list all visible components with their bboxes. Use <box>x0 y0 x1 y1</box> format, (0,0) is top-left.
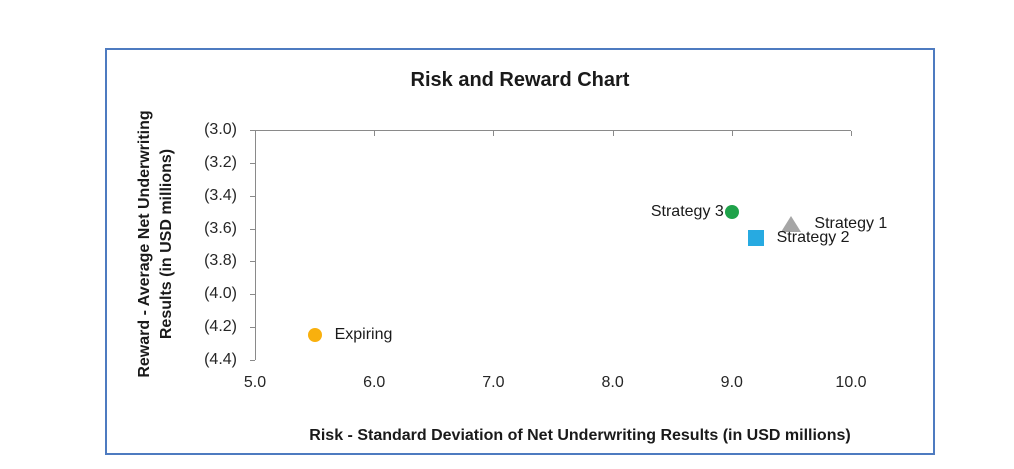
chart-frame: Risk and Reward Chart Reward - Average N… <box>105 48 935 455</box>
x-axis-tick-label: 8.0 <box>601 374 624 391</box>
x-axis-tick-label: 10.0 <box>835 374 867 391</box>
x-axis-tick-label: 7.0 <box>482 374 505 391</box>
y-axis-tick <box>250 294 255 296</box>
y-axis-tick-label: (4.2) <box>204 318 237 336</box>
x-axis-tick <box>255 131 256 136</box>
data-point-label: Expiring <box>334 326 393 344</box>
data-point-label: Strategy 3 <box>650 203 724 221</box>
y-axis-tick-label: (3.4) <box>204 186 237 204</box>
y-axis-tick <box>250 360 255 361</box>
x-axis-tick <box>493 131 495 136</box>
x-axis-title: Risk - Standard Deviation of Net Underwr… <box>309 427 851 444</box>
y-axis-tick-label: (4.4) <box>204 351 237 368</box>
data-point-circle-expiring <box>307 328 322 343</box>
x-axis-tick <box>851 131 852 136</box>
data-point-circle-strategy-3 <box>724 205 739 220</box>
data-point-triangle-strategy-1 <box>781 215 802 232</box>
data-point-label: Strategy 2 <box>776 229 850 247</box>
x-axis-tick-label: 9.0 <box>720 374 743 391</box>
y-axis-tick-label: (3.0) <box>204 121 237 138</box>
y-axis-line <box>255 130 256 360</box>
data-point-label: Strategy 1 <box>814 214 888 232</box>
x-axis-tick-label: 6.0 <box>363 374 386 391</box>
x-axis-tick <box>731 131 733 136</box>
y-axis-tick-label: (4.0) <box>204 285 237 303</box>
y-axis-tick <box>250 195 255 197</box>
y-axis-tick <box>250 162 255 164</box>
y-axis-tick-label: (3.6) <box>204 219 237 237</box>
y-axis-tick <box>250 130 255 131</box>
y-axis-tick <box>250 228 255 230</box>
chart-title: Risk and Reward Chart <box>410 69 630 91</box>
y-axis-tick <box>250 261 255 263</box>
data-point-square-strategy-2 <box>747 230 764 247</box>
y-axis-title-line-1: Reward - Average Net Underwriting <box>136 110 153 378</box>
x-axis-tick <box>374 131 376 136</box>
plot-area: 5.0 6.0 7.0 8.0 9.0 10.0 (3.0) (3.2) (3.4) (3.6) (… <box>204 121 887 391</box>
x-axis-line <box>255 130 851 131</box>
y-axis-tick-label: (3.8) <box>204 252 237 270</box>
x-axis-tick-label: 5.0 <box>243 374 267 391</box>
x-axis-tick <box>612 131 614 136</box>
y-axis-tick <box>250 327 255 329</box>
y-axis-tick-label: (3.2) <box>204 153 237 171</box>
